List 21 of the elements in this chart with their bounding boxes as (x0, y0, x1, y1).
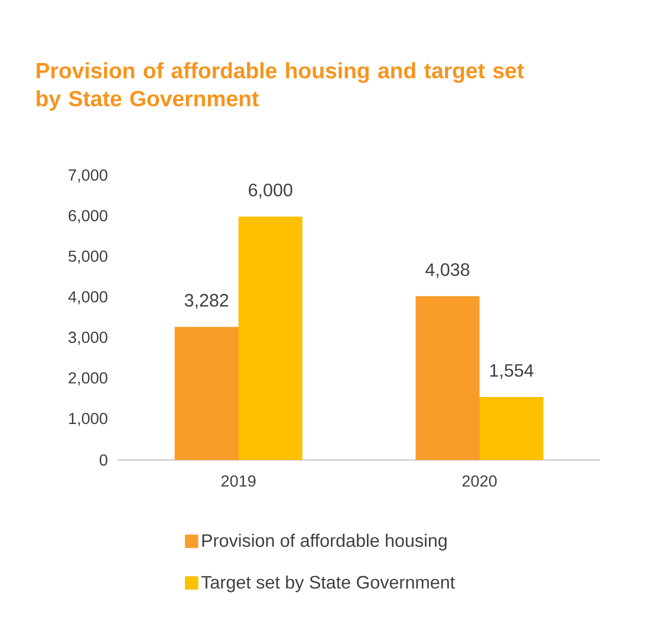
data-label: 6,000 (248, 184, 292, 199)
data-label: 4,038 (425, 263, 470, 278)
y-tick-label: 1,000 (69, 412, 108, 426)
y-tick-label: 5,000 (68, 250, 108, 264)
y-tick-label: 3,000 (68, 332, 108, 345)
bar (480, 396, 544, 460)
bar (174, 326, 238, 460)
data-label: 3,282 (184, 294, 228, 309)
legend-label: Provision of affordable housing (202, 534, 447, 551)
y-tick-label: 7,000 (68, 169, 108, 183)
y-tick-label: 2,000 (68, 372, 108, 386)
legend-label: Target set by State Government (201, 575, 455, 592)
x-tick-label: 2020 (462, 475, 497, 487)
x-tick-label: 2019 (222, 475, 256, 487)
bar (238, 216, 302, 460)
y-tick-label: 6,000 (68, 210, 108, 224)
data-label: 1,554 (490, 364, 534, 379)
y-tick-label: 0 (100, 454, 108, 466)
y-tick-label: 4,000 (68, 291, 108, 304)
bar (416, 296, 480, 460)
chart-title: Provision of affordable housing and target set by State Government (36, 62, 524, 111)
